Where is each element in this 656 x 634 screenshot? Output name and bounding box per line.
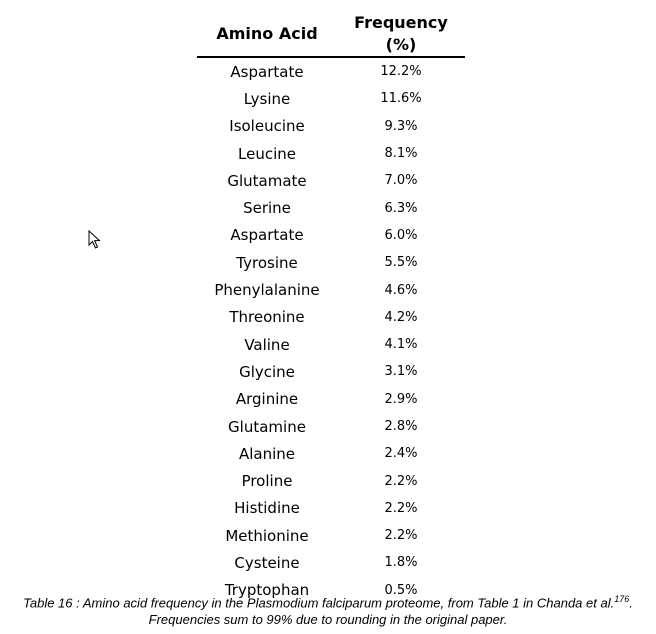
- frequency-cell: 4.1%: [384, 337, 418, 353]
- amino-acid-cell: Valine: [244, 335, 290, 354]
- amino-acid-cell: Glutamate: [227, 171, 307, 190]
- table-row: Alanine 2.4%: [197, 440, 465, 467]
- caption-line-2: Frequencies sum to 99% due to rounding i…: [148, 612, 508, 628]
- table-row: Histidine 2.2%: [197, 495, 465, 522]
- table-row: Cysteine 1.8%: [197, 549, 465, 576]
- table-caption: Table 16 : Amino acid frequency in the P…: [0, 591, 656, 628]
- frequency-cell: 2.2%: [384, 473, 418, 489]
- mouse-pointer-icon: [88, 230, 101, 249]
- amino-acid-cell: Leucine: [238, 144, 296, 163]
- amino-acid-cell: Proline: [241, 472, 293, 491]
- table-row: Serine 6.3%: [197, 194, 465, 221]
- frequency-cell: 2.9%: [384, 391, 418, 407]
- amino-acid-cell: Tryptophan: [224, 581, 310, 600]
- frequency-cell: 4.2%: [384, 309, 418, 325]
- amino-acid-cell: Alanine: [238, 444, 296, 463]
- table-row: Valine 4.1%: [197, 331, 465, 358]
- table-row: Threonine 4.2%: [197, 304, 465, 331]
- table-row: Lysine 11.6%: [197, 85, 465, 112]
- amino-acid-cell: Tyrosine: [236, 253, 298, 272]
- amino-acid-table-container: Amino Acid Frequency (%) Aspartate 12.2% L…: [197, 12, 465, 604]
- frequency-cell: 6.3%: [384, 200, 418, 216]
- amino-acid-cell: Isoleucine: [229, 117, 305, 136]
- frequency-cell: 0.5%: [384, 582, 418, 598]
- table-header-row: Amino Acid Frequency (%): [197, 12, 465, 58]
- amino-acid-cell: Glycine: [239, 362, 295, 381]
- header-frequency: Frequency (%): [337, 12, 465, 58]
- table-row: Aspartate 6.0%: [197, 222, 465, 249]
- frequency-cell: 3.1%: [384, 364, 418, 380]
- table-row: Aspartate 12.2%: [197, 57, 465, 85]
- frequency-cell: 11.6%: [380, 91, 422, 107]
- table-row: Leucine 8.1%: [197, 140, 465, 167]
- frequency-cell: 2.2%: [384, 500, 418, 516]
- table-row: Tyrosine 5.5%: [197, 249, 465, 276]
- amino-acid-cell: Cysteine: [234, 553, 300, 572]
- table-row: Arginine 2.9%: [197, 386, 465, 413]
- table-row: Glycine 3.1%: [197, 358, 465, 385]
- frequency-cell: 2.4%: [384, 446, 418, 462]
- caption-reference-number: 176: [614, 594, 630, 604]
- amino-acid-cell: Methionine: [225, 526, 309, 545]
- amino-acid-cell: Phenylalanine: [214, 281, 320, 300]
- amino-acid-cell: Arginine: [235, 390, 299, 409]
- amino-acid-cell: Aspartate: [230, 62, 304, 81]
- table-row: Tryptophan 0.5%: [197, 577, 465, 604]
- amino-acid-cell: Threonine: [229, 308, 305, 327]
- caption-line-1: Table 16 : Amino acid frequency in the P…: [0, 591, 656, 611]
- frequency-cell: 9.3%: [384, 118, 418, 134]
- amino-acid-cell: Serine: [243, 199, 291, 218]
- amino-acid-cell: Glutamine: [228, 417, 306, 436]
- table-row: Phenylalanine 4.6%: [197, 276, 465, 303]
- frequency-cell: 5.5%: [384, 255, 418, 271]
- amino-acid-cell: Lysine: [243, 89, 291, 108]
- table-row: Methionine 2.2%: [197, 522, 465, 549]
- table-row: Isoleucine 9.3%: [197, 113, 465, 140]
- frequency-cell: 7.0%: [384, 173, 418, 189]
- frequency-cell: 1.8%: [384, 555, 418, 571]
- amino-acid-cell: Aspartate: [230, 226, 304, 245]
- frequency-cell: 6.0%: [384, 227, 418, 243]
- table-row: Proline 2.2%: [197, 467, 465, 494]
- frequency-cell: 4.6%: [384, 282, 418, 298]
- frequency-cell: 12.2%: [380, 64, 422, 80]
- caption-line-1-text: Table 16 : Amino acid frequency in the P…: [23, 595, 615, 611]
- caption-line-1-end: .: [629, 595, 633, 611]
- table-body: Aspartate 12.2% Lysine 11.6% Isoleucine 9.3% L…: [197, 57, 465, 604]
- frequency-cell: 8.1%: [384, 146, 418, 162]
- amino-acid-cell: Histidine: [234, 499, 300, 518]
- amino-acid-frequency-table: Amino Acid Frequency (%) Aspartate 12.2% L…: [197, 12, 465, 604]
- frequency-cell: 2.8%: [384, 419, 418, 434]
- frequency-cell: 2.2%: [384, 528, 418, 544]
- header-amino-acid: Amino Acid: [197, 12, 337, 58]
- table-row: Glutamine 2.8%: [197, 413, 465, 440]
- table-row: Glutamate 7.0%: [197, 167, 465, 194]
